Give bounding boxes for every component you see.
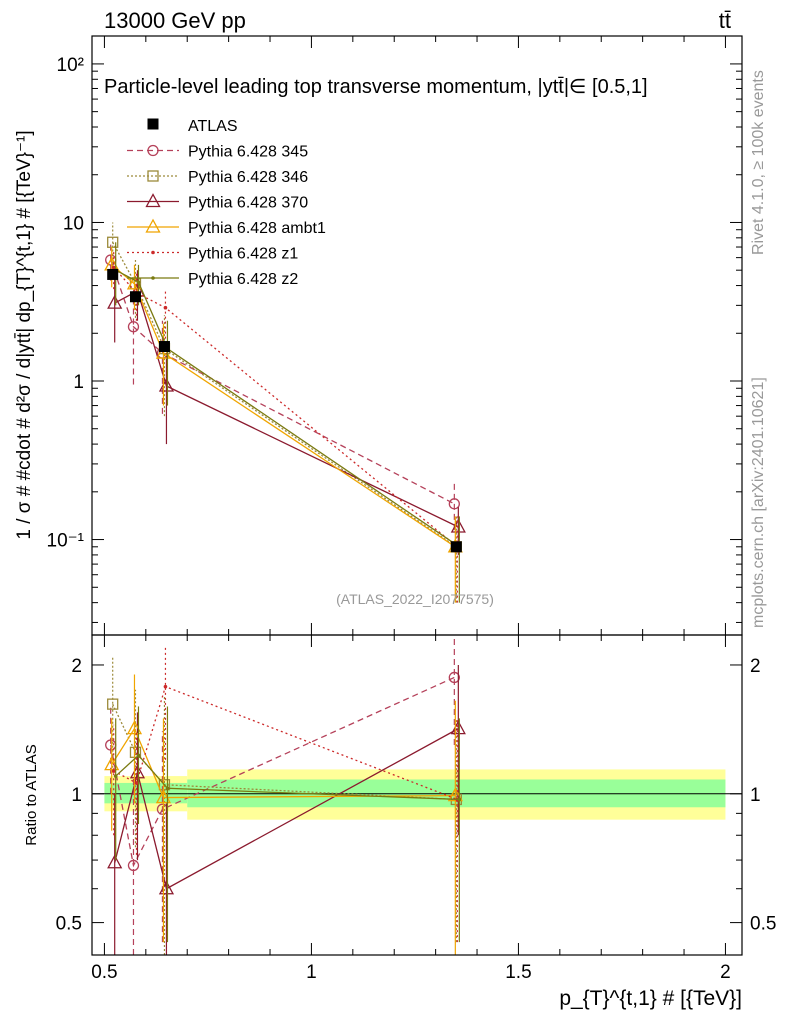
legend-marker-4 [151,250,155,255]
series-pythia-6-428-346-ratio-point [158,779,171,791]
series-pythia-6-428-z2-ratio-point [113,774,118,778]
series-pythia-6-428-ambt1-ratio-point [447,787,463,802]
series-pythia-6-428-z1-ratio-point [134,781,139,785]
tick-labels: 0.5 1 1.5 2 10² 10 1 10⁻¹ 2 2 1 1 0.5 0.5 [47,55,777,983]
legend-label-2: Pythia 6.428 370 [188,195,308,212]
series-pythia-6-428-z2-ratio-point [165,786,170,791]
ratio-plot-frame [91,634,743,956]
series-pythia-6-428-z2-ratio-point [457,797,462,802]
ratio-tick-label: 1 [71,785,82,806]
legend-marker-0 [147,144,159,157]
x-axis-title: p_{T}^{t,1} # [{TeV}] [559,987,742,1010]
legend-label-4: Pythia 6.428 z1 [188,246,298,263]
series-pythia-6-428-345-point [448,498,460,510]
legend-marker-5 [151,276,155,280]
ratio-tick-label: 2 [71,656,82,677]
series-pythia-6-428-370-ratio-line [114,728,459,890]
series-pythia-6-428-370-ratio-point [107,854,123,869]
atlas-data-point [158,341,170,353]
series-pythia-6-428-z1-ratio-point [163,684,168,689]
legend-marker-2 [145,193,161,208]
series-pythia-6-428-z1-ratio-line [113,685,458,801]
legend-label-5: Pythia 6.428 z2 [188,271,298,288]
header-process: tt̄ [719,8,731,33]
series-pythia-6-428-ambt1-ratio-point [104,756,120,771]
series-pythia-6-428-z1-point [111,265,116,270]
atlas-data-point [107,268,119,280]
ratio-tick-label-right: 1 [750,785,761,806]
ratio-tick-label-right: 2 [750,656,761,677]
axis-ticks [92,36,742,955]
series-pythia-6-428-z2-ratio-point [136,753,141,758]
legend-label-1: Pythia 6.428 346 [188,169,308,186]
ratio-plot-series [104,635,466,955]
series-pythia-6-428-345-line [110,259,455,505]
series-pythia-6-428-z2-line [115,269,460,548]
y-tick-label: 10 [63,213,84,234]
legend-label-0: Pythia 6.428 345 [188,144,308,161]
y-tick-label: 10⁻¹ [47,531,85,552]
x-tick-label: 2 [720,962,731,983]
legend-marker-1 [147,170,159,182]
x-tick-label: 1 [306,962,317,983]
header-energy: 13000 GeV pp [104,8,246,33]
ratio-tick-label-right: 0.5 [750,914,776,935]
series-pythia-6-428-z1-ratio-point [111,769,116,773]
series-pythia-6-428-ambt1-point [155,344,172,359]
atlas-data-point [450,541,462,553]
chart-title: Particle-level leading top transverse mo… [104,76,648,98]
legend-atlas-label: ATLAS [188,118,238,135]
rivet-version-label: Rivet 4.1.0, ≥ 100k events [750,70,767,255]
legend-marker-3 [145,218,161,233]
x-tick-label: 0.5 [91,962,117,983]
series-pythia-6-428-345-ratio-point [127,859,140,872]
atlas-data-point [129,291,141,303]
series-pythia-6-428-345-point [127,321,140,333]
series-pythia-6-428-z1-point [163,305,168,310]
series-pythia-6-428-345-ratio-line [110,676,455,868]
ratio-uncertainty-bands [92,769,742,820]
band-green-0 [104,782,188,804]
legend: ATLAS Pythia 6.428 345 Pythia 6.428 346 Pyt… [127,118,326,288]
series-pythia-6-428-345-ratio-point [448,671,460,684]
legend-atlas-marker [147,118,159,130]
series-pythia-6-428-ambt1-ratio-point [126,720,143,735]
plot-frames [91,35,743,956]
ratio-y-axis-title: Ratio to ATLAS [23,744,40,845]
series-pythia-6-428-ambt1-ratio-line [111,727,456,799]
y-axis-title: 1 / σ # #cdot # d²σ / d|ytt̄| dp_{T}^{t,… [14,130,35,539]
x-tick-label: 1.5 [505,962,531,983]
series-pythia-6-428-346-point [107,236,119,248]
y-tick-label: 1 [73,372,84,393]
analysis-watermark: (ATLAS_2022_I2077575) [336,591,494,607]
series-pythia-6-428-ambt1-line [111,264,456,548]
y-tick-label: 10² [57,55,84,76]
series-pythia-6-428-z2-point [136,280,141,284]
series-pythia-6-428-346-ratio-point [107,698,119,710]
series-pythia-6-428-370-point [107,294,123,309]
series-pythia-6-428-370-line [114,289,459,528]
mcplots-label: mcplots.cern.ch [arXiv:2401.10621] [750,377,767,628]
series-pythia-6-428-z1-line [113,267,458,548]
legend-label-3: Pythia 6.428 ambt1 [188,220,326,237]
series-pythia-6-428-ambt1-ratio-point [155,789,172,804]
series-pythia-6-428-z2-ratio-line [115,754,460,801]
ratio-tick-label: 0.5 [56,914,82,935]
